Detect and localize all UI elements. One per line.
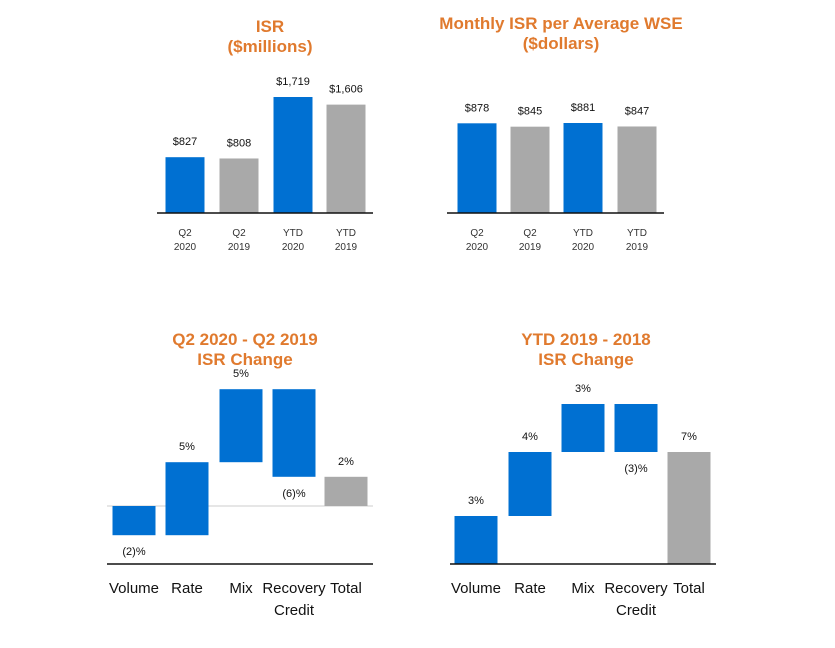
chart-4-tick-1-line-1: Volume: [451, 580, 501, 597]
chart-4-title-line-1: YTD 2019 - 2018: [521, 330, 650, 349]
chart-3-bar-3: [219, 389, 263, 463]
chart-2-bar-label-4: $847: [625, 105, 649, 117]
chart-4-title-line-2: ISR Change: [538, 350, 633, 369]
chart-2-tick-3-line-2: 2020: [572, 242, 595, 253]
chart-3-tick-4-line-2: Credit: [274, 602, 315, 619]
chart-3-bar-label-2: 5%: [179, 441, 195, 453]
chart-2-tick-2-line-1: Q2: [523, 228, 537, 239]
chart-3-bar-2: [165, 462, 209, 536]
chart-3-tick-4-line-1: Recovery: [262, 580, 326, 597]
chart-1-bar-1: [165, 157, 205, 213]
chart-3-bar-label-5: 2%: [338, 456, 354, 468]
chart-1-title-line-2: ($millions): [227, 37, 312, 56]
chart-1-title-line-1: ISR: [256, 17, 284, 36]
chart-1-bar-label-4: $1,606: [329, 84, 363, 96]
chart-2-tick-1-line-1: Q2: [470, 228, 484, 239]
chart-2-bar-label-2: $845: [518, 106, 542, 118]
chart-4-bar-5: [667, 452, 711, 564]
chart-2-bar-3: [563, 123, 603, 213]
chart-4-bar-3: [561, 404, 605, 452]
chart-2-tick-1-line-2: 2020: [466, 242, 489, 253]
chart-2-title-line-1: Monthly ISR per Average WSE: [439, 14, 682, 33]
chart-1-tick-2-line-1: Q2: [232, 228, 246, 239]
chart-2-bar-label-3: $881: [571, 102, 595, 114]
chart-1-bar-2: [219, 158, 259, 213]
chart-4-bar-label-5: 7%: [681, 431, 697, 443]
chart-2-title-line-2: ($dollars): [523, 34, 600, 53]
chart-2-bar-1: [457, 123, 497, 213]
chart-1-bar-label-3: $1,719: [276, 76, 310, 88]
chart-4-tick-2-line-1: Rate: [514, 580, 546, 597]
chart-4-bar-1: [454, 516, 498, 564]
chart-1-tick-1-line-1: Q2: [178, 228, 192, 239]
chart-4-tick-4-line-1: Recovery: [604, 580, 668, 597]
chart-1-bar-3: [273, 97, 313, 213]
chart-3-bar-5: [324, 476, 368, 506]
chart-2-tick-3-line-1: YTD: [573, 228, 593, 239]
chart-4-bar-label-1: 3%: [468, 495, 484, 507]
chart-2-tick-4-line-1: YTD: [627, 228, 647, 239]
chart-1-tick-3-line-1: YTD: [283, 228, 303, 239]
chart-1-tick-3-line-2: 2020: [282, 242, 305, 253]
chart-1-tick-2-line-2: 2019: [228, 242, 251, 253]
chart-3-bar-1: [112, 506, 156, 536]
chart-4-tick-4-line-2: Credit: [616, 602, 657, 619]
chart-3-bar-label-1: (2)%: [122, 546, 145, 558]
chart-1-tick-4-line-1: YTD: [336, 228, 356, 239]
chart-1-bar-label-2: $808: [227, 137, 251, 149]
chart-2-bar-2: [510, 126, 550, 213]
chart-3-title-line-2: ISR Change: [197, 350, 292, 369]
chart-2-bar-4: [617, 126, 657, 213]
chart-3-tick-3-line-1: Mix: [229, 580, 253, 597]
chart-3-bar-label-3: 5%: [233, 368, 249, 380]
chart-2-tick-4-line-2: 2019: [626, 242, 649, 253]
chart-4-bar-4: [614, 404, 658, 452]
chart-4-tick-3-line-1: Mix: [571, 580, 595, 597]
chart-2-bar-label-1: $878: [465, 102, 489, 114]
chart-3-tick-1-line-1: Volume: [109, 580, 159, 597]
chart-1-tick-1-line-2: 2020: [174, 242, 197, 253]
chart-1-bar-4: [326, 104, 366, 213]
chart-2-tick-2-line-2: 2019: [519, 242, 542, 253]
chart-4-bar-2: [508, 452, 552, 516]
chart-3-bar-4: [272, 389, 316, 477]
chart-3-title-line-1: Q2 2020 - Q2 2019: [172, 330, 318, 349]
chart-3-tick-2-line-1: Rate: [171, 580, 203, 597]
chart-4-bar-label-2: 4%: [522, 431, 538, 443]
chart-3-tick-5-line-1: Total: [330, 580, 362, 597]
chart-4-bar-label-3: 3%: [575, 383, 591, 395]
chart-4-tick-5-line-1: Total: [673, 580, 705, 597]
chart-1-bar-label-1: $827: [173, 136, 197, 148]
chart-3-bar-label-4: (6)%: [282, 488, 305, 500]
chart-1-tick-4-line-2: 2019: [335, 242, 358, 253]
chart-4-bar-label-4: (3)%: [624, 463, 647, 475]
